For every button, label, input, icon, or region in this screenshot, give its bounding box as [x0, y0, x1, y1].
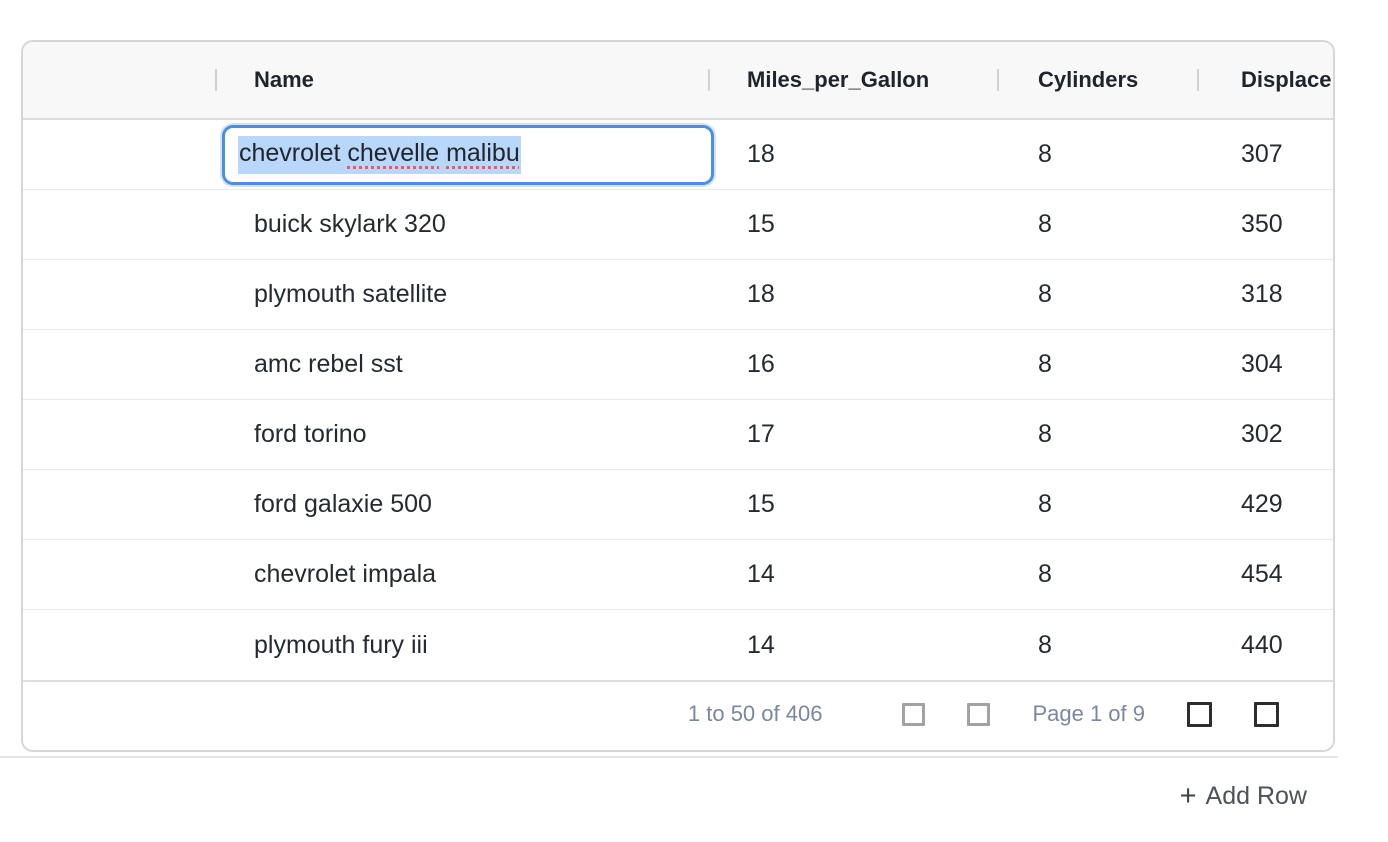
first-page-button[interactable]: [902, 702, 926, 726]
previous-page-button[interactable]: [967, 702, 991, 726]
cell-displacement[interactable]: 302: [1241, 420, 1283, 448]
cell-blank[interactable]: [23, 120, 216, 189]
cell-displacement[interactable]: 454: [1241, 560, 1283, 588]
column-header-name[interactable]: Name: [216, 42, 709, 118]
cell-blank[interactable]: [23, 330, 216, 399]
cell-miles-per-gallon[interactable]: 14: [747, 630, 775, 659]
cell-miles-per-gallon[interactable]: 17: [747, 420, 775, 448]
cell-name[interactable]: ford torino: [254, 420, 367, 448]
cell-name[interactable]: chevrolet impala: [254, 560, 437, 588]
table-row[interactable]: ford galaxie 500 15 8 429: [23, 470, 1333, 540]
cell-miles-per-gallon[interactable]: 18: [747, 280, 775, 308]
cell-displacement[interactable]: 350: [1241, 210, 1283, 238]
cell-cylinders[interactable]: 8: [1038, 560, 1052, 588]
cell-cylinders[interactable]: 8: [1038, 630, 1052, 659]
cell-blank[interactable]: [23, 470, 216, 539]
column-header-miles-per-gallon-label: Miles_per_Gallon: [747, 67, 930, 92]
cell-displacement[interactable]: 307: [1241, 140, 1283, 168]
cell-displacement[interactable]: 304: [1241, 350, 1283, 378]
column-header-cylinders[interactable]: Cylinders: [998, 42, 1198, 118]
add-row-button[interactable]: + Add Row: [1180, 782, 1307, 811]
cell-name[interactable]: buick skylark 320: [254, 210, 446, 238]
row-range-summary: 1 to 50 of 406: [687, 701, 823, 726]
cell-displacement[interactable]: 429: [1241, 490, 1283, 518]
column-header-miles-per-gallon[interactable]: Miles_per_Gallon: [709, 42, 998, 118]
cell-miles-per-gallon[interactable]: 18: [747, 140, 775, 168]
cell-name[interactable]: chevrolet chevelle malibu: [216, 120, 714, 189]
cell-blank[interactable]: [23, 190, 216, 259]
cell-cylinders[interactable]: 8: [1038, 140, 1052, 168]
data-grid: Name Miles_per_Gallon Cylinders Displace…: [21, 40, 1335, 752]
cell-miles-per-gallon[interactable]: 15: [747, 490, 775, 518]
cell-cylinders[interactable]: 8: [1038, 420, 1052, 448]
cell-displacement[interactable]: 318: [1241, 280, 1283, 308]
cell-name[interactable]: ford galaxie 500: [254, 490, 432, 518]
text-selection: chevrolet chevelle malibu: [238, 136, 521, 174]
pagination-bar: 1 to 50 of 406 Page 1 of 9: [23, 680, 1333, 746]
cell-blank[interactable]: [23, 400, 216, 469]
cell-blank[interactable]: [23, 260, 216, 329]
add-row-label: Add Row: [1205, 782, 1307, 810]
plus-icon: +: [1179, 780, 1197, 812]
column-header-displacement-label: Displacement: [1241, 67, 1333, 92]
cell-cylinders[interactable]: 8: [1038, 280, 1052, 308]
cell-miles-per-gallon[interactable]: 15: [747, 210, 775, 238]
cell-name[interactable]: plymouth fury iii: [254, 630, 428, 659]
cell-blank[interactable]: [23, 610, 216, 680]
column-header-displacement[interactable]: Displacement: [1198, 42, 1333, 118]
cell-blank[interactable]: [23, 540, 216, 609]
cell-name[interactable]: amc rebel sst: [254, 350, 403, 378]
column-header-cylinders-label: Cylinders: [1038, 67, 1139, 92]
table-row[interactable]: plymouth satellite 18 8 318: [23, 260, 1333, 330]
cell-cylinders[interactable]: 8: [1038, 350, 1052, 378]
column-header-blank: [23, 42, 216, 118]
cell-cylinders[interactable]: 8: [1038, 490, 1052, 518]
table-row[interactable]: amc rebel sst 16 8 304: [23, 330, 1333, 400]
last-page-button[interactable]: [1254, 701, 1279, 727]
table-row[interactable]: ford torino 17 8 302: [23, 400, 1333, 470]
table-row[interactable]: buick skylark 320 15 8 350: [23, 190, 1333, 260]
next-page-button[interactable]: [1187, 701, 1212, 727]
page-indicator: Page 1 of 9: [1032, 701, 1145, 726]
table-row[interactable]: chevrolet impala 14 8 454: [23, 540, 1333, 610]
table-row[interactable]: chevrolet chevelle malibu 18 8 307: [23, 120, 1333, 190]
cell-miles-per-gallon[interactable]: 14: [747, 560, 775, 588]
cell-output-divider: [0, 756, 1338, 758]
cell-displacement[interactable]: 440: [1241, 630, 1283, 659]
column-header-name-label: Name: [254, 67, 314, 92]
cell-name[interactable]: plymouth satellite: [254, 280, 448, 308]
cell-miles-per-gallon[interactable]: 16: [747, 350, 775, 378]
cell-editor[interactable]: chevrolet chevelle malibu: [222, 125, 714, 185]
grid-header-row: Name Miles_per_Gallon Cylinders Displace…: [23, 42, 1333, 120]
grid-body: chevrolet chevelle malibu 18 8 307 buick…: [23, 120, 1333, 680]
table-row[interactable]: plymouth fury iii 14 8 440: [23, 610, 1333, 680]
cell-cylinders[interactable]: 8: [1038, 210, 1052, 238]
